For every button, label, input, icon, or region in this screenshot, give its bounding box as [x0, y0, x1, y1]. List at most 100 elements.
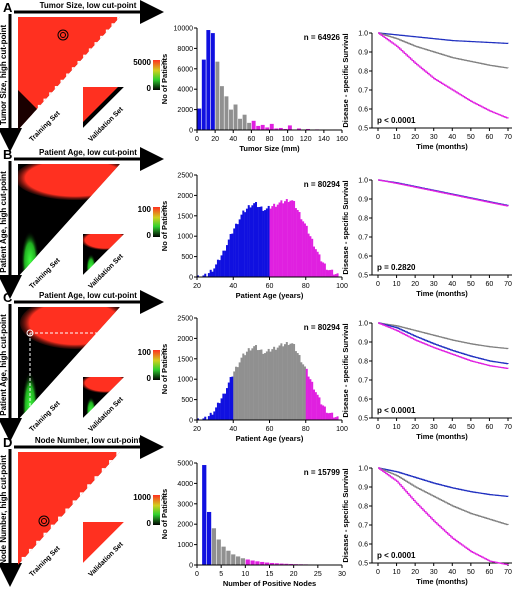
- y-tick-label: 0: [189, 275, 193, 282]
- bar: [241, 358, 243, 420]
- x-tick-label: 30: [338, 571, 346, 578]
- bar: [211, 33, 215, 130]
- bar: [286, 199, 288, 277]
- bar: [275, 350, 277, 420]
- bar: [291, 343, 293, 420]
- bar: [280, 343, 282, 420]
- y-tick-label: 0.6: [358, 254, 368, 261]
- training-triangle: [18, 452, 124, 565]
- heatmap-title: Tumor Size, low cut-point: [40, 1, 137, 10]
- y-tick-label: 0.6: [358, 397, 368, 404]
- bar: [306, 226, 308, 277]
- bar: [247, 123, 251, 130]
- bar: [224, 251, 226, 277]
- bar: [255, 345, 257, 420]
- bar: [228, 383, 230, 420]
- bar: [230, 234, 232, 277]
- bar: [271, 206, 273, 277]
- bar: [224, 96, 228, 130]
- survival-curve: [378, 468, 508, 497]
- bar: [207, 512, 211, 565]
- bar: [233, 228, 235, 277]
- bar: [282, 346, 284, 420]
- survival-curve: [378, 323, 508, 364]
- x-tick-label: 0: [195, 136, 199, 143]
- bar: [250, 561, 254, 565]
- survival-curve: [378, 323, 508, 369]
- bar: [277, 348, 279, 420]
- training-triangle: [18, 297, 130, 436]
- bar: [324, 407, 326, 420]
- x-tick-label: 20: [411, 281, 419, 288]
- y-axis-label: Disease - specific Survival: [341, 323, 350, 417]
- survival-curve: [378, 180, 508, 206]
- bar: [266, 351, 268, 420]
- x-tick-label: 140: [318, 136, 330, 143]
- bar: [236, 556, 240, 565]
- bar: [299, 355, 301, 420]
- x-tick-label: 0: [376, 424, 380, 431]
- bar: [241, 558, 245, 565]
- y-tick-label: 0.8: [358, 69, 368, 76]
- bar: [228, 240, 230, 277]
- bar: [259, 207, 261, 277]
- bar: [318, 254, 320, 277]
- bar: [268, 206, 270, 277]
- y-tick-label: 0.9: [358, 340, 368, 347]
- bar: [222, 394, 224, 420]
- bar: [302, 364, 304, 420]
- bar: [261, 125, 265, 130]
- bar: [262, 211, 264, 277]
- survival-curve: [378, 33, 508, 119]
- heatmap-ylabel: Patient Age, high cut-point: [0, 314, 8, 416]
- y-tick-label: 0.7: [358, 523, 368, 530]
- x-tick-label: 30: [430, 569, 438, 576]
- x-tick-label: 20: [411, 424, 419, 431]
- bar: [322, 262, 324, 277]
- x-tick-label: 50: [467, 281, 475, 288]
- y-tick-label: 2000: [177, 522, 193, 529]
- bar: [328, 270, 330, 277]
- x-tick-label: 80: [266, 136, 274, 143]
- bar: [212, 272, 214, 277]
- bar: [256, 126, 260, 130]
- bar: [246, 352, 248, 420]
- y-tick-label: 6000: [177, 66, 193, 73]
- bar: [297, 210, 299, 277]
- survival-curve: [378, 33, 508, 68]
- x-axis-label: Time (months): [416, 142, 468, 151]
- bar: [220, 86, 224, 130]
- bar: [313, 390, 315, 420]
- y-tick-label: 0.6: [358, 542, 368, 549]
- bar: [235, 224, 237, 277]
- bar: [226, 245, 228, 277]
- x-axis-label: Patient Age (years): [236, 434, 304, 443]
- heatmap-ylabel: Node Number, high cut-point: [0, 455, 8, 565]
- y-tick-label: 1000: [177, 377, 193, 384]
- bar: [293, 201, 295, 277]
- x-tick-label: 10: [393, 281, 401, 288]
- x-tick-label: 70: [504, 134, 512, 141]
- panel-label: A: [3, 0, 13, 15]
- x-tick-label: 20: [193, 283, 201, 290]
- colorbar: [153, 207, 160, 237]
- bar: [300, 362, 302, 420]
- colorbar-min-label: 0: [147, 231, 152, 240]
- bar: [304, 366, 306, 420]
- bar: [309, 236, 311, 277]
- bar: [231, 234, 233, 277]
- training-set-label: Training Set: [28, 257, 62, 291]
- x-tick-label: 40: [229, 136, 237, 143]
- bar: [331, 270, 333, 277]
- bar: [317, 395, 319, 420]
- bar: [250, 207, 252, 277]
- x-tick-label: 30: [430, 424, 438, 431]
- bar: [244, 212, 246, 277]
- bar: [337, 273, 339, 277]
- bar: [222, 251, 224, 277]
- bar: [273, 347, 275, 420]
